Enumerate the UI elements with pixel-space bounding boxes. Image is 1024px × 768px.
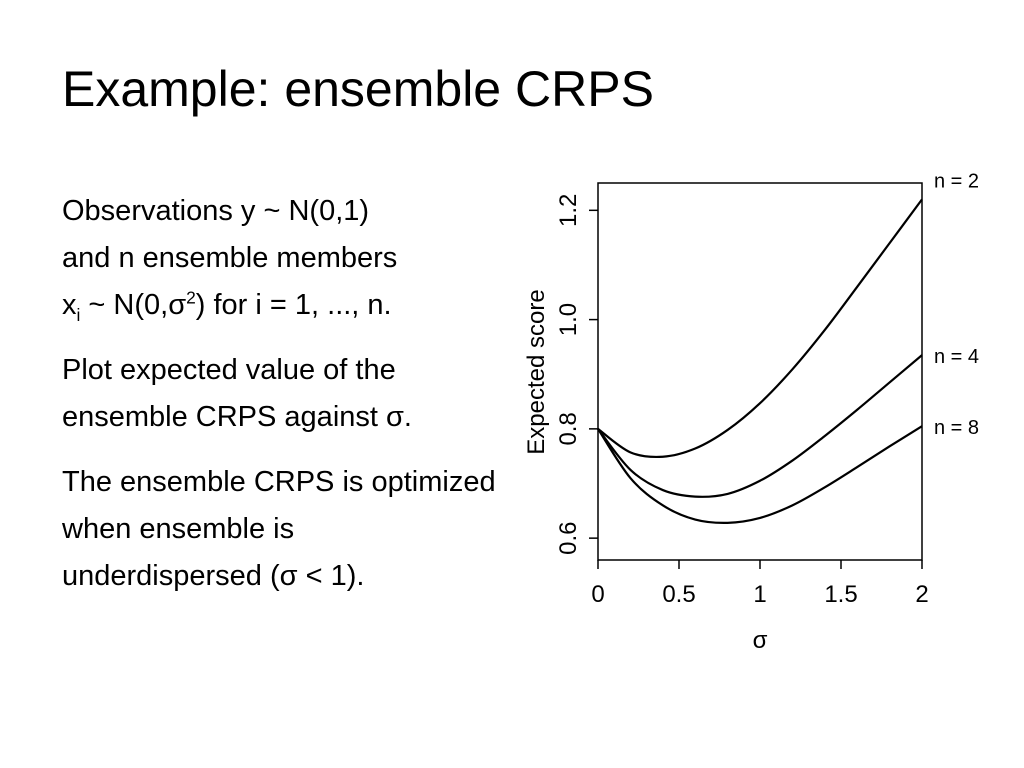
observations-line-3-sup: 2 (186, 287, 196, 308)
series-line-3 (597, 425, 923, 525)
observations-line-2: and n ensemble members (62, 242, 398, 274)
paragraph-conclusion: The ensemble CRPS is optimized when ense… (62, 466, 496, 592)
expected-score-chart: 0 0.5 1 1.5 2 0.6 0.8 1.0 1.2 n = 2 n = 4 n = 8 σ… (523, 170, 979, 654)
plot-frame (597, 182, 923, 561)
y-axis-title: Expected score (523, 289, 550, 454)
slide-body: Observations y ~ N(0,1) and n ensemble m… (62, 188, 502, 618)
observations-line-1: Observations y ~ N(0,1) (62, 195, 370, 227)
series-label-3: n = 8 (934, 417, 979, 439)
x-tick-label: 1 (753, 581, 766, 608)
y-tick-label: 1.0 (555, 303, 582, 336)
paragraph-observations: Observations y ~ N(0,1) and n ensemble m… (62, 188, 502, 329)
y-axis: 0.6 0.8 1.0 1.2 (555, 194, 598, 555)
series-lines (597, 198, 923, 525)
observations-line-3-end: ) for i = 1, ..., n. (195, 289, 392, 321)
x-tick-label: 2 (915, 581, 928, 608)
paragraph-plot-description: Plot expected value of the ensemble CRPS… (62, 354, 412, 433)
x-tick-label: 0 (591, 581, 604, 608)
x-axis: 0 0.5 1 1.5 2 (591, 560, 929, 608)
y-tick-label: 0.6 (555, 521, 582, 554)
x-tick-label: 1.5 (824, 581, 857, 608)
series-labels: n = 2 n = 4 n = 8 (934, 170, 979, 439)
y-tick-label: 1.2 (555, 194, 582, 227)
slide-title: Example: ensemble CRPS (62, 61, 654, 117)
series-line-2 (597, 354, 923, 498)
observations-line-3-sub: i (76, 304, 81, 325)
observations-line-3-mid: ~ N(0,σ (80, 289, 187, 321)
y-tick-label: 0.8 (555, 412, 582, 445)
x-tick-label: 0.5 (662, 581, 695, 608)
series-label-2: n = 4 (934, 346, 979, 368)
series-line-1 (597, 198, 923, 459)
series-label-1: n = 2 (934, 170, 979, 192)
x-axis-title: σ (753, 627, 768, 654)
observations-line-3-x: x (62, 289, 77, 321)
